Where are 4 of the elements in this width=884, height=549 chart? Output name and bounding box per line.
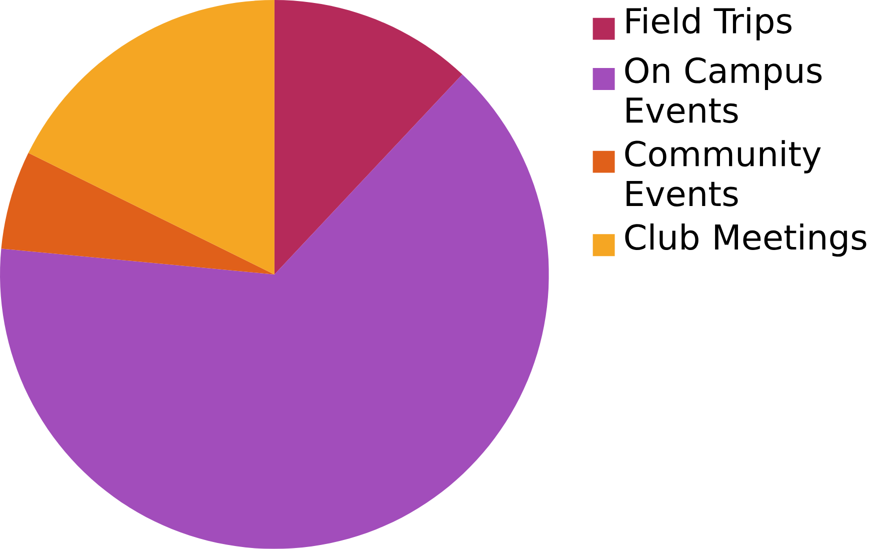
legend-label: Club Meetings xyxy=(625,224,866,257)
legend-label: Community Events xyxy=(625,140,821,207)
legend-label: Field Trips xyxy=(626,7,792,40)
legend-label: On Campus Events xyxy=(625,57,822,124)
